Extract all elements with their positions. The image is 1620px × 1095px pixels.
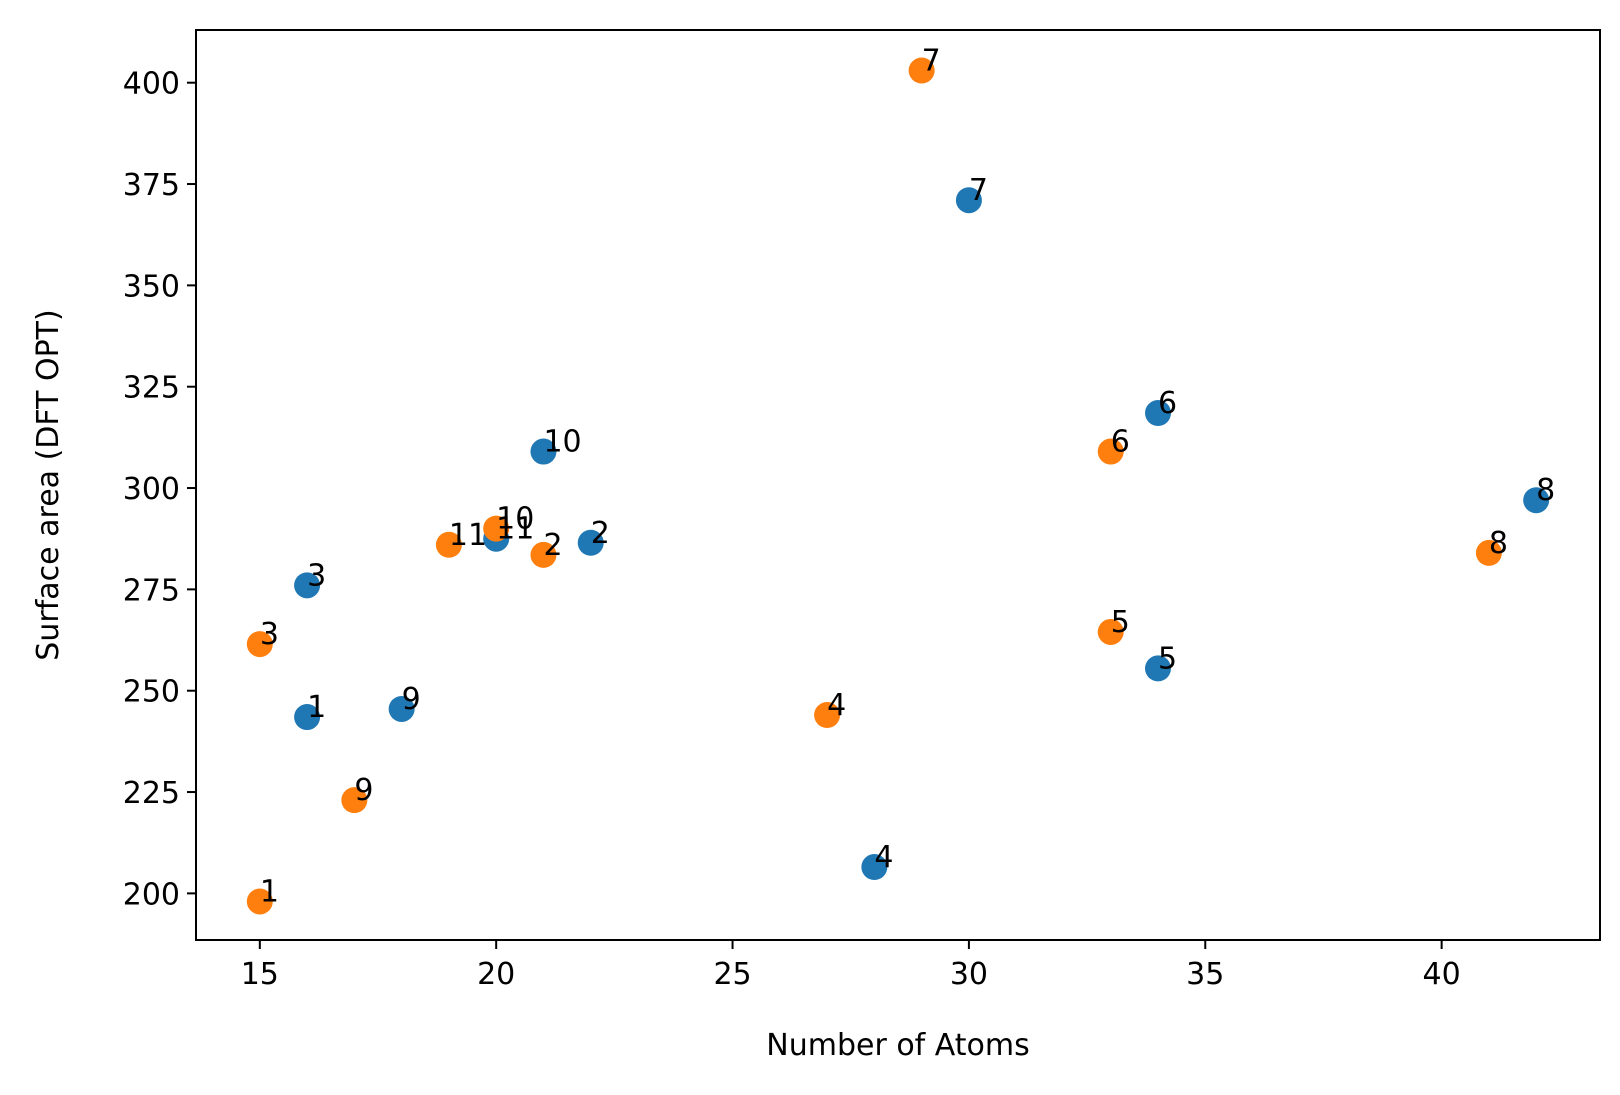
point-label: 8 [1536, 473, 1555, 508]
y-tick-label: 200 [123, 877, 180, 912]
y-tick-label: 275 [123, 573, 180, 608]
y-tick-label: 250 [123, 675, 180, 710]
y-tick-label: 400 [123, 67, 180, 102]
y-tick-label: 225 [123, 776, 180, 811]
point-label: 1 [260, 874, 279, 909]
point-label: 5 [1158, 641, 1177, 676]
scatter-point [577, 529, 604, 556]
plot-frame [195, 29, 1601, 941]
scatter-point [1475, 539, 1502, 566]
y-axis-label: Surface area (DFT OPT) [31, 309, 66, 660]
point-label: 7 [922, 44, 941, 79]
scatter-point [1145, 400, 1171, 427]
scatter-point [1523, 487, 1550, 514]
scatter-point [955, 187, 982, 214]
scatter-point [246, 888, 273, 915]
point-label: 6 [1111, 425, 1130, 460]
point-label: 9 [354, 773, 373, 808]
scatter-point [861, 854, 888, 881]
point-label: 4 [874, 840, 893, 875]
point-label: 8 [1489, 526, 1508, 561]
point-label: 1 [307, 690, 326, 725]
scatter-point [435, 531, 462, 558]
scatter-point [1097, 618, 1124, 645]
y-tick-label: 350 [123, 269, 180, 304]
point-label: 3 [307, 558, 326, 593]
x-tick-label: 40 [1423, 957, 1461, 992]
scatter-point [246, 631, 273, 658]
point-label: 3 [260, 617, 279, 652]
y-tick-label: 375 [123, 168, 180, 203]
scatter-point [388, 695, 415, 722]
scatter-point [483, 515, 510, 542]
point-label: 11 [496, 512, 534, 547]
x-tick-label: 20 [477, 957, 515, 992]
scatter-point [1097, 438, 1124, 465]
x-tick-label: 30 [950, 957, 988, 992]
scatter-point [814, 702, 841, 729]
point-label: 10 [543, 425, 581, 460]
point-label: 2 [543, 528, 562, 563]
point-label: 5 [1111, 605, 1130, 640]
scatter-point [530, 541, 557, 568]
scatter-point [294, 572, 321, 599]
y-tick-label: 300 [123, 472, 180, 507]
scatter-point [341, 787, 368, 814]
x-axis: 15 20 25 30 35 40 [241, 940, 1461, 992]
scatter-point [1145, 655, 1171, 682]
point-label: 10 [496, 502, 534, 537]
x-axis-label: Number of Atoms [766, 1028, 1029, 1063]
y-axis: 200 225 250 275 300 325 350 375 400 [123, 67, 196, 912]
scatter-point [908, 57, 935, 84]
y-tick-label: 325 [123, 371, 180, 406]
point-label: 4 [827, 688, 846, 723]
point-label: 9 [402, 682, 421, 717]
scatter-point [530, 438, 557, 465]
data-points [246, 57, 1550, 915]
point-label: 6 [1158, 386, 1177, 421]
x-tick-label: 35 [1186, 957, 1224, 992]
point-label: 2 [591, 516, 610, 551]
scatter-point [294, 704, 321, 731]
x-tick-label: 25 [713, 957, 751, 992]
point-label: 7 [969, 173, 988, 208]
point-label: 11 [449, 518, 487, 553]
x-tick-label: 15 [241, 957, 279, 992]
